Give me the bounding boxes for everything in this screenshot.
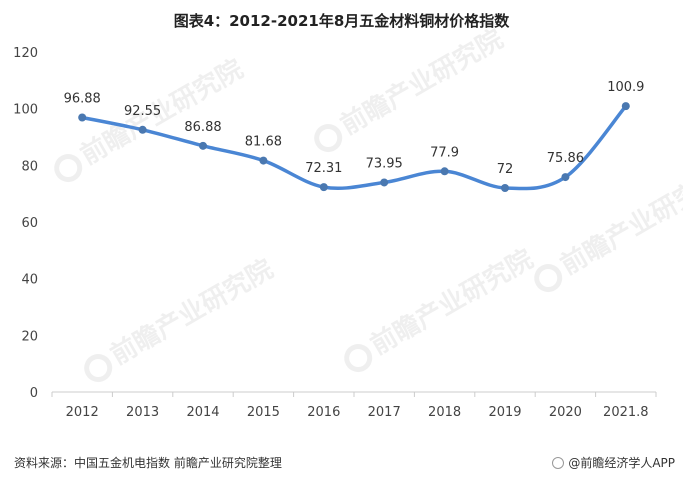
data-label: 77.9 bbox=[430, 145, 459, 160]
y-tick-label: 40 bbox=[21, 273, 38, 288]
data-label: 100.9 bbox=[607, 80, 644, 95]
x-tick-label: 2019 bbox=[488, 405, 521, 420]
y-tick-label: 100 bbox=[13, 103, 38, 118]
data-point bbox=[561, 173, 570, 182]
x-tick-label: 2016 bbox=[307, 405, 340, 420]
source-note: 资料来源：中国五金机电指数 前瞻产业研究院整理 bbox=[14, 456, 282, 470]
x-tick-label: 2015 bbox=[247, 405, 280, 420]
data-point bbox=[259, 156, 268, 165]
brand-logo-icon bbox=[552, 456, 565, 469]
data-label: 72 bbox=[497, 162, 514, 177]
data-label: 72.31 bbox=[305, 161, 342, 176]
data-point bbox=[440, 167, 449, 176]
axis-layer: 0 20 40 60 80 100 120 2012 2013 2014 2015 2016 2017 2… bbox=[13, 46, 657, 420]
data-point bbox=[78, 113, 87, 122]
x-tick-label: 2021.8 bbox=[603, 405, 649, 420]
data-point bbox=[501, 184, 509, 192]
x-tick-label: 2013 bbox=[126, 405, 159, 420]
data-point bbox=[380, 178, 389, 187]
line-layer bbox=[78, 102, 630, 192]
data-label: 75.86 bbox=[547, 151, 584, 166]
x-tick-label: 2018 bbox=[428, 405, 461, 420]
label-layer: 96.88 92.55 86.88 81.68 72.31 73.95 77.9 72 75.8… bbox=[64, 80, 645, 177]
data-label: 86.88 bbox=[184, 120, 221, 135]
y-tick-label: 20 bbox=[21, 329, 38, 344]
data-point bbox=[138, 125, 147, 134]
x-tick-label: 2020 bbox=[549, 405, 582, 420]
chart-title: 图表4：2012-2021年8月五金材料铜材价格指数 bbox=[173, 12, 510, 30]
data-point bbox=[319, 183, 328, 192]
y-tick-label: 60 bbox=[21, 216, 38, 231]
y-tick-label: 0 bbox=[30, 386, 38, 401]
x-tick-label: 2014 bbox=[186, 405, 219, 420]
y-tick-label: 80 bbox=[21, 159, 38, 174]
brand-text: @前瞻经济学人APP bbox=[568, 456, 675, 470]
data-point bbox=[199, 141, 207, 150]
data-label: 92.55 bbox=[124, 104, 161, 119]
data-label: 81.68 bbox=[245, 135, 282, 150]
series-line bbox=[80, 104, 628, 191]
y-tick-label: 120 bbox=[13, 46, 38, 61]
brand-credit: @前瞻经济学人APP bbox=[552, 454, 675, 471]
data-label: 96.88 bbox=[64, 92, 101, 107]
x-tick-label: 2012 bbox=[66, 405, 99, 420]
data-point bbox=[621, 102, 630, 111]
x-tick-label: 2017 bbox=[368, 405, 401, 420]
data-label: 73.95 bbox=[366, 156, 403, 171]
